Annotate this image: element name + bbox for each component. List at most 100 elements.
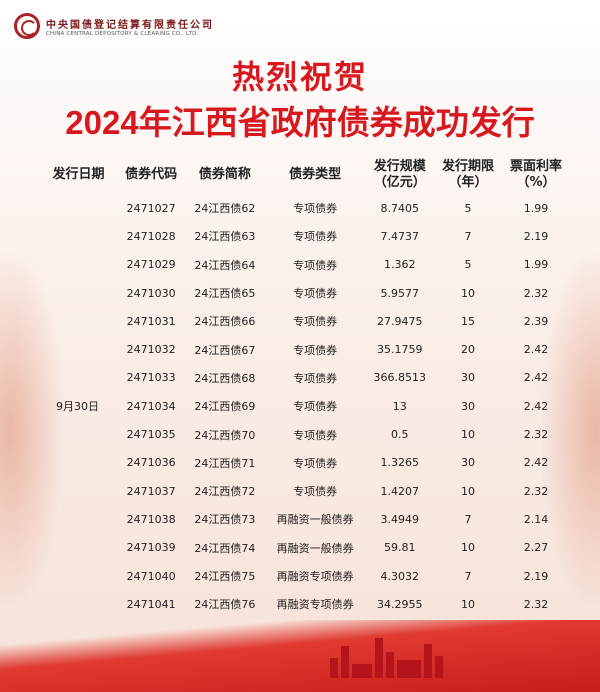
bond-type: 专项债券 xyxy=(293,343,338,357)
issue-size: 0.5 xyxy=(390,428,409,442)
table-row: 2471038 24江西债73 再融资一般债券 3.4949 7 2.14 xyxy=(40,505,570,533)
bond-code: 2471041 xyxy=(126,597,176,611)
bond-type: 专项债券 xyxy=(293,456,338,470)
bond-code: 2471027 xyxy=(126,201,176,215)
table-row: 2471035 24江西债70 专项债券 0.5 10 2.32 xyxy=(40,420,570,448)
table-row: 2471033 24江西债68 专项债券 366.8513 30 2.42 xyxy=(40,364,570,392)
coupon-rate: 2.42 xyxy=(523,399,549,413)
term: 10 xyxy=(461,428,475,442)
bond-code: 2471039 xyxy=(126,541,176,555)
column-header: 债券简称 xyxy=(198,167,251,182)
bond-name: 24江西债76 xyxy=(194,598,256,612)
issue-size: 8.7405 xyxy=(380,201,419,215)
issue-size: 1.3265 xyxy=(380,456,419,470)
table-row: 9月30日 2471027 24江西债62 专项债券 8.7405 5 1.99 xyxy=(40,194,570,414)
coupon-rate: 2.32 xyxy=(523,428,549,442)
issue-date: 9月30日 xyxy=(56,400,99,414)
issue-size: 5.9577 xyxy=(380,286,419,300)
bond-name: 24江西债65 xyxy=(194,287,256,301)
table-row: 2471041 24江西债76 再融资专项债券 34.2955 10 2.32 xyxy=(40,590,570,618)
issue-size: 7.4737 xyxy=(380,229,419,243)
bond-code: 2471035 xyxy=(126,428,176,442)
coupon-rate: 2.32 xyxy=(523,286,549,300)
column-header: 债券类型 xyxy=(289,167,342,182)
bond-code: 2471031 xyxy=(126,314,176,328)
title-line2: 2024年江西省政府债券成功发行 xyxy=(65,104,535,141)
bond-code: 2471040 xyxy=(126,569,176,583)
logo-en: CHINA CENTRAL DEPOSITORY & CLEARING CO.,… xyxy=(46,30,199,37)
bond-type: 专项债券 xyxy=(293,230,338,244)
bond-code: 2471028 xyxy=(126,229,176,243)
term: 7 xyxy=(464,569,472,583)
term: 10 xyxy=(461,484,475,498)
logo-icon xyxy=(14,13,40,39)
bond-type: 专项债券 xyxy=(293,258,338,272)
bond-name: 24江西债66 xyxy=(194,315,256,329)
bond-name: 24江西债63 xyxy=(194,230,256,244)
bond-type: 专项债券 xyxy=(293,315,338,329)
issue-size: 4.3032 xyxy=(380,569,419,583)
coupon-rate: 2.39 xyxy=(523,314,549,328)
coupon-rate: 2.42 xyxy=(523,371,549,385)
bond-type: 专项债券 xyxy=(293,485,338,499)
column-header: 票面利率 （%） xyxy=(509,159,562,190)
bond-name: 24江西债62 xyxy=(194,202,256,216)
bond-name: 24江西债64 xyxy=(194,258,256,272)
bond-name: 24江西债74 xyxy=(194,541,256,555)
term: 30 xyxy=(461,456,475,470)
table-row: 2471029 24江西债64 专项债券 1.362 5 1.99 xyxy=(40,251,570,279)
term: 15 xyxy=(461,314,475,328)
coupon-rate: 1.99 xyxy=(523,258,549,272)
table-row: 2471028 24江西债63 专项债券 7.4737 7 2.19 xyxy=(40,222,570,250)
coupon-rate: 1.99 xyxy=(523,201,549,215)
company-logo: 中央国债登记结算有限责任公司 CHINA CENTRAL DEPOSITORY … xyxy=(14,13,214,39)
coupon-rate: 2.19 xyxy=(523,229,549,243)
issue-size: 27.9475 xyxy=(376,314,423,328)
term: 20 xyxy=(461,343,475,357)
term: 30 xyxy=(461,399,475,413)
bond-name: 24江西债70 xyxy=(194,428,256,442)
issue-size: 1.4207 xyxy=(380,484,419,498)
issue-size: 3.4949 xyxy=(380,512,419,526)
term: 10 xyxy=(461,286,475,300)
bond-name: 24江西债71 xyxy=(194,456,256,470)
table-row: 2471032 24江西债67 专项债券 35.1759 20 2.42 xyxy=(40,335,570,363)
title-line1: 热烈祝贺 xyxy=(231,59,368,95)
term: 10 xyxy=(461,541,475,555)
bond-name: 24江西债69 xyxy=(194,400,256,414)
bond-name: 24江西债72 xyxy=(194,485,256,499)
table-row: 2471037 24江西债72 专项债券 1.4207 10 2.32 xyxy=(40,477,570,505)
bottom-decoration xyxy=(0,620,600,692)
term: 30 xyxy=(461,371,475,385)
bond-code: 2471036 xyxy=(126,456,176,470)
bond-type: 再融资专项债券 xyxy=(276,598,354,612)
bond-name: 24江西债67 xyxy=(194,343,256,357)
issue-size: 366.8513 xyxy=(373,371,426,385)
bond-type: 再融资专项债券 xyxy=(276,570,354,583)
coupon-rate: 2.42 xyxy=(523,343,549,357)
coupon-rate: 2.19 xyxy=(523,569,549,583)
bond-type: 专项债券 xyxy=(293,287,338,301)
logo-cn: 中央国债登记结算有限责任公司 xyxy=(46,19,214,31)
term: 7 xyxy=(464,229,472,243)
table-row: 2471036 24江西债71 专项债券 1.3265 30 2.42 xyxy=(40,449,570,477)
bond-name: 24江西债75 xyxy=(194,570,256,583)
bond-code: 2471037 xyxy=(126,484,176,498)
coupon-rate: 2.32 xyxy=(523,484,549,498)
table-row: 2471030 24江西债65 专项债券 5.9577 10 2.32 xyxy=(40,279,570,307)
bond-type: 再融资一般债券 xyxy=(276,513,354,527)
issue-size: 34.2955 xyxy=(376,597,423,611)
coupon-rate: 2.42 xyxy=(523,456,549,470)
bond-type: 再融资一般债券 xyxy=(276,541,354,555)
issue-size: 35.1759 xyxy=(376,343,423,357)
issue-size: 13 xyxy=(392,399,407,413)
term: 7 xyxy=(464,512,472,526)
bond-table: 发行日期 债券代码 债券简称 债券类型 发行规模 （亿元） 发行期限 （年） 票面利率 （%… xyxy=(40,156,570,618)
bond-code: 2471033 xyxy=(126,371,176,385)
term: 5 xyxy=(464,201,472,215)
bond-type: 专项债券 xyxy=(293,428,338,442)
bond-name: 24江西债73 xyxy=(194,513,256,527)
term: 10 xyxy=(461,597,475,611)
column-header: 发行日期 xyxy=(52,167,105,182)
